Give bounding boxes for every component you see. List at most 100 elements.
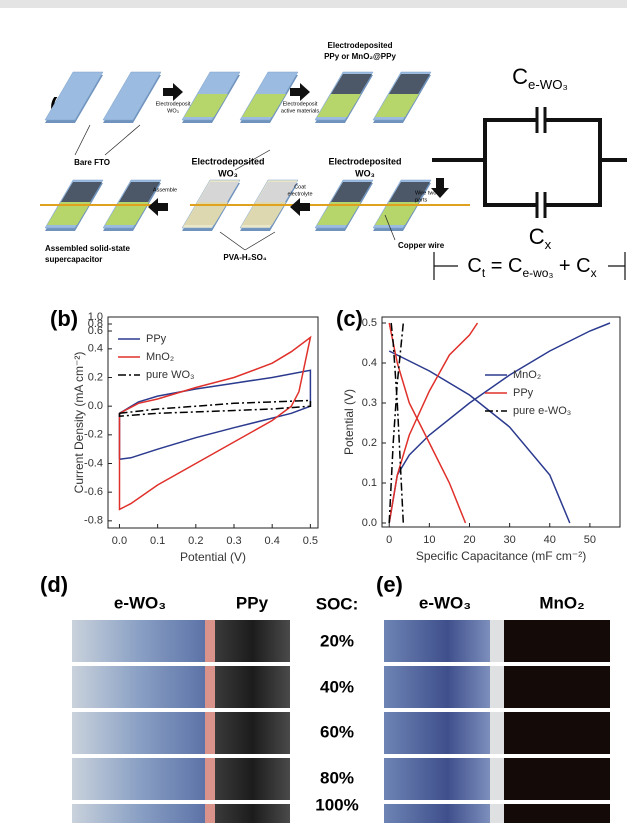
panel-label: (e) [376,572,403,597]
series-line [388,322,479,524]
schematic-label: PPy or MnO₂@PPy [324,52,396,61]
equation-operator: + [553,255,576,277]
y-axis-label: Current Density (mA cm⁻²) [72,352,86,494]
x-tick-label: 0 [386,534,392,546]
circuit-wire [483,160,537,207]
photo-electrode [215,712,290,754]
x-tick-label: 30 [504,534,516,546]
pointer [234,149,271,171]
photo-interface [490,804,504,823]
x-tick-label: 0.3 [226,535,241,547]
capacitance-symbol: C [529,224,545,249]
photo-electrode [72,620,205,662]
legend-label: pure e-WO₃ [513,405,571,417]
panel-label: (b) [50,306,78,331]
photo-electrode [72,666,205,708]
photo-electrode [504,620,610,662]
x-tick-label: 40 [544,534,556,546]
photo-electrode [384,712,490,754]
schematic-label: Electrodeposited [328,41,393,50]
y-tick-label: 0.0 [88,400,103,412]
photo-electrode [72,758,205,800]
slide-coating [317,202,361,225]
arrow [290,83,310,101]
y-tick-label: 0.8 [88,318,103,330]
y-axis-label: Potential (V) [342,389,356,455]
schematic-label: Assemble [153,187,177,193]
photo-electrode [504,758,610,800]
schematic-label: Electrodeposit [283,101,318,107]
photo-interface [205,666,215,708]
photo-electrode [384,804,490,823]
y-tick-label: 0.4 [362,357,377,369]
photo-interface [490,712,504,754]
x-tick-label: 0.1 [150,535,165,547]
equation-operator: = [485,255,508,277]
schematic-label: WO₃ [218,168,238,178]
arrow [148,198,168,216]
x-tick-label: 0.5 [303,535,318,547]
slide-top [61,182,102,202]
slide-coating [375,202,419,225]
plot-frame [107,316,319,529]
photo-electrode [384,758,490,800]
series-line [118,335,312,511]
photo-interface [490,666,504,708]
soc-label: SOC: [316,594,359,613]
slide-top [331,74,372,94]
schematic-label: WO₃ [355,168,375,178]
y-tick-label: 0.5 [362,317,377,329]
soc-level: 60% [320,722,354,741]
circuit-label: Ct = Ce-wo₃ + Cx [467,255,596,280]
legend-label: pure WO₃ [146,369,195,381]
y-tick-label: 0.6 [88,325,103,337]
photo-electrode [504,666,610,708]
circuit-wire [545,160,602,207]
schematic-label: Coat [294,184,306,190]
top-band [0,0,627,8]
photo-interface [205,712,215,754]
slide-top [389,182,430,202]
x-tick-label: 0.0 [112,535,127,547]
capacitance-symbol: C [467,255,481,277]
slide-coating [184,94,228,117]
y-tick-label: 1.0 [88,311,103,323]
photo-electrode [384,666,490,708]
capacitance-subscript: e-WO₃ [528,77,568,92]
equation-backing [458,254,608,280]
slide-coating [375,94,419,117]
pointer [104,124,141,156]
column-header: e-WO₃ [114,593,166,612]
photo-interface [205,620,215,662]
slide-top [119,182,160,202]
slide-top [198,182,239,202]
schematic-label: PVA-H₂SO₄ [223,253,266,262]
soc-level: 100% [315,795,358,814]
soc-level: 40% [320,677,354,696]
schematic-label: Electrodeposit [156,101,191,107]
capacitance-subscript: x [545,237,552,252]
y-tick-label: -0.4 [84,457,103,469]
soc-level: 20% [320,631,354,650]
slide-top [389,74,430,94]
y-tick-label: -0.8 [84,515,103,527]
y-tick-label: 0.2 [88,371,103,383]
schematic-label: Assembled solid-state [45,244,130,253]
plot-frame [381,316,621,528]
slide-coating [242,202,286,225]
slide-top [256,182,297,202]
arrow [290,198,310,216]
capacitance-symbol: C [576,255,590,277]
photo-electrode [384,620,490,662]
capacitance-symbol: C [512,64,528,89]
slide-coating [47,202,91,225]
legend-label: MnO₂ [513,369,541,381]
x-tick-label: 50 [584,534,596,546]
y-tick-label: 0.1 [362,477,377,489]
legend-label: PPy [146,333,167,345]
photo-interface [490,758,504,800]
x-axis-label: Potential (V) [180,550,246,564]
x-tick-label: 0.2 [188,535,203,547]
series-line [388,322,405,524]
